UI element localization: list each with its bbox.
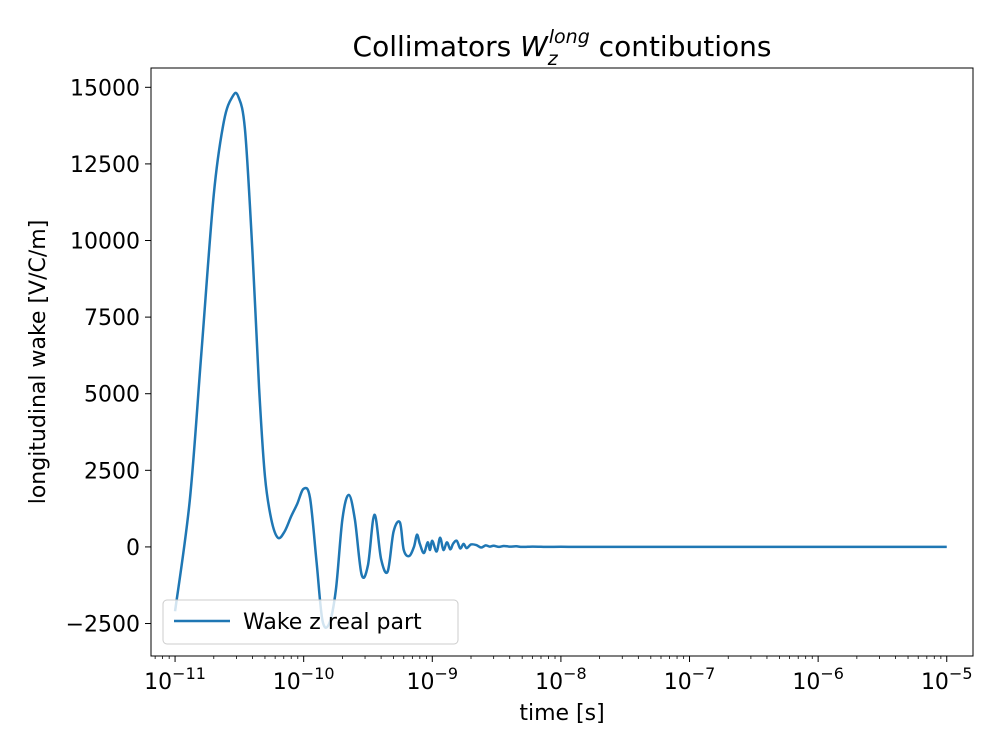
y-tick-label: 15000 [70, 76, 140, 101]
y-tick-label: 0 [126, 536, 140, 561]
y-tick-label: 5000 [84, 383, 140, 408]
y-tick-label: 7500 [84, 306, 140, 331]
legend: Wake z real part [162, 599, 459, 645]
y-axis-ticks: −2500 0 2500 5000 7500 10000 12500 15000 [66, 76, 151, 638]
plot-area-frame [150, 67, 974, 657]
x-tick-label: 10−8 [535, 664, 587, 695]
y-tick-label: −2500 [66, 613, 140, 638]
y-axis-label: longitudinal wake [V/C/m] [26, 220, 51, 505]
legend-label: Wake z real part [243, 610, 422, 635]
x-axis-label: time [s] [519, 701, 604, 726]
x-tick-label: 10−9 [406, 664, 458, 695]
y-tick-label: 12500 [70, 153, 140, 178]
y-tick-label: 10000 [70, 230, 140, 255]
x-axis-ticks: 10−11 10−10 10−9 10−8 10−7 10−6 10−5 [144, 656, 973, 695]
x-tick-label: 10−6 [792, 664, 844, 695]
y-tick-label: 2500 [84, 459, 140, 484]
x-tick-label: 10−10 [273, 664, 335, 695]
chart-title: Collimators Wzlong contibutions [353, 26, 772, 70]
series-line-wake-z-real-part [173, 91, 947, 629]
x-tick-label: 10−7 [664, 664, 716, 695]
x-tick-label: 10−11 [144, 664, 206, 695]
x-tick-label: 10−5 [921, 664, 973, 695]
legend-box [162, 599, 459, 645]
